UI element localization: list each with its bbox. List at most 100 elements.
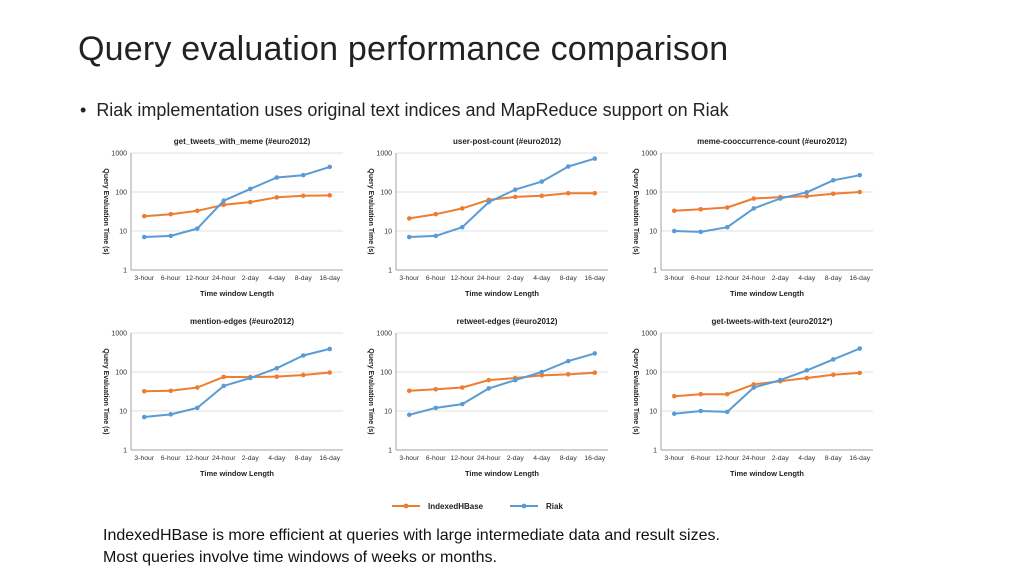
legend-label-riak: Riak	[546, 502, 563, 511]
y-tick-label: 10	[649, 229, 657, 236]
y-axis-label: Query Evaluation Time (s)	[367, 348, 374, 434]
y-tick-label: 1	[123, 268, 127, 275]
data-point-riak	[247, 375, 253, 381]
x-tick-label: 8-day	[825, 275, 843, 282]
chart-get-tweets-with-text: get-tweets-with-text (euro2012*) 1 10 100 10…	[632, 317, 873, 478]
chart-title: user-post-count (#euro2012)	[453, 137, 561, 146]
x-tick-label: 6-hour	[691, 275, 711, 282]
chart-retweet-edges: retweet-edges (#euro2012) 1 10 100 1000 3-hou…	[367, 317, 608, 478]
data-point-riak	[565, 358, 571, 364]
x-tick-label: 8-day	[560, 455, 578, 462]
bullet-point: • Riak implementation uses original text …	[80, 100, 729, 121]
chart-legend: IndexedHBase Riak	[392, 498, 632, 514]
bullet-marker: •	[80, 100, 87, 120]
data-point-indexedhbase	[459, 206, 465, 211]
x-tick-label: 16-day	[849, 455, 870, 462]
x-tick-label: 6-hour	[426, 455, 446, 462]
series-line-riak	[144, 165, 331, 238]
data-point-riak	[671, 411, 677, 417]
x-axis-label: Time window Length	[465, 289, 539, 298]
x-tick-label: 24-hour	[212, 455, 236, 462]
x-tick-label: 4-day	[268, 455, 286, 462]
data-point-riak	[433, 233, 439, 239]
data-point-riak	[486, 199, 492, 205]
legend-marker-riak	[521, 503, 527, 509]
data-point-riak	[857, 172, 863, 178]
data-point-indexedhbase	[751, 196, 757, 201]
x-tick-label: 2-day	[507, 275, 525, 282]
x-tick-label: 2-day	[242, 455, 260, 462]
x-tick-label: 4-day	[533, 275, 551, 282]
data-point-riak	[141, 234, 147, 240]
y-tick-label: 100	[645, 370, 657, 377]
chart-mention-edges: mention-edges (#euro2012) 1 10 100 1000 3-hou…	[102, 317, 343, 478]
data-point-indexedhbase	[433, 387, 439, 392]
data-point-riak	[300, 172, 306, 178]
data-point-indexedhbase	[141, 388, 147, 394]
x-axis-label: Time window Length	[465, 469, 539, 478]
x-axis-label: Time window Length	[730, 469, 804, 478]
series-line-indexedhbase	[144, 371, 330, 393]
chart-title: get-tweets-with-text (euro2012*)	[712, 317, 833, 326]
x-tick-label: 16-day	[584, 455, 605, 462]
footnote-line-2: Most queries involve time windows of wee…	[103, 549, 497, 566]
chart-panel-3: mention-edges (#euro2012) 1 10 100 1000 3-hou…	[95, 313, 395, 483]
data-point-riak	[539, 179, 545, 184]
y-axis-label: Query Evaluation Time (s)	[102, 168, 109, 254]
data-point-indexedhbase	[539, 193, 545, 199]
x-tick-label: 16-day	[849, 275, 870, 282]
x-tick-label: 12-hour	[186, 455, 210, 462]
data-point-riak	[486, 386, 492, 391]
data-point-riak	[512, 377, 518, 383]
x-tick-label: 16-day	[584, 275, 605, 282]
x-tick-label: 12-hour	[186, 275, 210, 282]
y-axis-label: Query Evaluation Time (s)	[632, 168, 639, 254]
data-point-riak	[751, 385, 757, 390]
x-tick-label: 3-hour	[399, 275, 419, 282]
chart-panel-1: user-post-count (#euro2012) 1 10 100 1000 3-h…	[360, 133, 660, 303]
data-point-riak	[406, 412, 412, 418]
chart-title: get_tweets_with_meme (#euro2012)	[174, 137, 311, 146]
data-point-indexedhbase	[459, 385, 465, 390]
x-tick-label: 24-hour	[742, 455, 766, 462]
data-point-indexedhbase	[857, 370, 863, 376]
x-tick-label: 3-hour	[134, 455, 154, 462]
y-tick-label: 1000	[641, 331, 657, 338]
y-axis-label: Query Evaluation Time (s)	[367, 168, 374, 254]
data-point-indexedhbase	[592, 370, 598, 375]
series-line-riak	[409, 352, 596, 416]
y-tick-label: 1	[653, 448, 657, 455]
y-axis-label: Query Evaluation Time (s)	[632, 348, 639, 434]
chart-panel-4: retweet-edges (#euro2012) 1 10 100 1000 3-hou…	[360, 313, 660, 483]
x-tick-label: 24-hour	[212, 275, 236, 282]
x-tick-label: 2-day	[772, 455, 790, 462]
data-point-riak	[327, 346, 333, 352]
x-tick-label: 16-day	[319, 455, 340, 462]
series-line-indexedhbase	[409, 371, 595, 392]
data-point-indexedhbase	[804, 375, 810, 381]
x-tick-label: 24-hour	[477, 455, 501, 462]
data-point-indexedhbase	[168, 388, 174, 394]
x-axis-label: Time window Length	[200, 289, 274, 298]
data-point-indexedhbase	[671, 393, 677, 399]
chart-meme-cooccurrence-count: meme-cooccurrence-count (#euro2012) 1 10 10…	[632, 137, 873, 298]
data-point-riak	[830, 357, 836, 362]
x-tick-label: 12-hour	[716, 455, 740, 462]
y-axis-label: Query Evaluation Time (s)	[102, 348, 109, 434]
y-tick-label: 10	[119, 229, 127, 236]
data-point-riak	[459, 401, 465, 407]
data-point-indexedhbase	[724, 391, 730, 397]
data-point-riak	[592, 351, 598, 356]
series-line-riak	[144, 347, 331, 418]
data-point-indexedhbase	[539, 373, 545, 378]
y-tick-label: 100	[115, 370, 127, 377]
data-point-riak	[194, 226, 200, 231]
x-tick-label: 6-hour	[426, 275, 446, 282]
x-tick-label: 4-day	[798, 275, 816, 282]
y-tick-label: 1	[653, 268, 657, 275]
x-tick-label: 8-day	[825, 455, 843, 462]
x-tick-label: 3-hour	[399, 455, 419, 462]
x-tick-label: 8-day	[560, 275, 578, 282]
data-point-riak	[777, 196, 783, 201]
chart-title: meme-cooccurrence-count (#euro2012)	[697, 137, 847, 146]
